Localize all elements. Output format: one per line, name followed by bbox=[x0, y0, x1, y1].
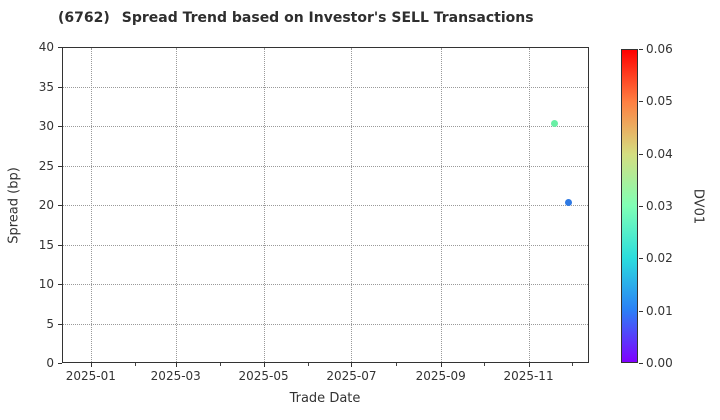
colorbar-tick-label: 0.06 bbox=[646, 42, 673, 56]
x-minor-tick-mark bbox=[220, 363, 222, 366]
colorbar-tick-label: 0.02 bbox=[646, 251, 673, 266]
x-gridline bbox=[440, 48, 442, 362]
colorbar-tick-label: 0.05 bbox=[646, 94, 673, 109]
x-tick-mark bbox=[263, 363, 265, 367]
x-tick-label: 2025-11 bbox=[503, 369, 554, 383]
y-tick-mark bbox=[58, 86, 62, 88]
x-minor-tick-mark bbox=[135, 363, 137, 366]
x-axis-label: Trade Date bbox=[289, 391, 361, 406]
y-tick-mark bbox=[58, 284, 62, 285]
y-gridline bbox=[63, 323, 588, 325]
chart-title-code: (6762) bbox=[58, 10, 110, 26]
y-tick-mark bbox=[58, 323, 62, 325]
y-tick-label: 15 bbox=[38, 237, 54, 252]
x-tick-label: 2025-01 bbox=[65, 369, 116, 383]
x-minor-tick-mark bbox=[396, 363, 398, 366]
x-gridline bbox=[263, 48, 265, 362]
colorbar-label: DV01 bbox=[690, 188, 706, 225]
y-tick-label: 25 bbox=[38, 158, 54, 173]
colorbar-tick-mark bbox=[639, 310, 643, 312]
colorbar-tick-mark bbox=[639, 153, 643, 155]
chart-title: (6762) Spread Trend based on Investor's … bbox=[58, 10, 534, 26]
x-minor-tick-mark bbox=[483, 363, 485, 366]
colorbar-tick-mark bbox=[639, 363, 643, 364]
y-tick-mark bbox=[58, 363, 62, 364]
y-tick-label: 0 bbox=[46, 356, 54, 370]
colorbar-tick-mark bbox=[639, 206, 643, 207]
y-gridline bbox=[63, 126, 588, 127]
y-tick-label: 30 bbox=[38, 119, 54, 133]
data-point bbox=[550, 120, 558, 128]
x-minor-tick-mark bbox=[308, 363, 310, 366]
x-tick-mark bbox=[175, 363, 177, 367]
y-tick-mark bbox=[58, 244, 62, 246]
x-tick-mark bbox=[351, 363, 353, 367]
x-gridline bbox=[90, 48, 92, 362]
x-gridline bbox=[528, 48, 530, 362]
y-tick-label: 35 bbox=[38, 79, 54, 94]
x-tick-label: 2025-03 bbox=[150, 369, 201, 383]
colorbar-tick-mark bbox=[639, 258, 643, 260]
y-tick-label: 10 bbox=[38, 277, 54, 291]
colorbar-tick-label: 0.00 bbox=[646, 356, 673, 370]
colorbar-tick-mark bbox=[639, 101, 643, 103]
x-tick-mark bbox=[440, 363, 442, 367]
colorbar-tick-label: 0.01 bbox=[646, 303, 673, 318]
y-gridline bbox=[63, 86, 588, 88]
colorbar-tick-mark bbox=[639, 49, 643, 50]
x-minor-tick-mark bbox=[571, 363, 573, 366]
y-tick-mark bbox=[58, 47, 62, 48]
x-tick-label: 2025-05 bbox=[238, 369, 289, 383]
x-gridline bbox=[351, 48, 353, 362]
y-tick-mark bbox=[58, 165, 62, 167]
y-gridline bbox=[63, 205, 588, 206]
x-tick-label: 2025-09 bbox=[415, 369, 466, 383]
chart-title-text: Spread Trend based on Investor's SELL Tr… bbox=[121, 10, 534, 26]
data-point bbox=[564, 198, 572, 206]
y-tick-label: 5 bbox=[46, 316, 54, 331]
x-tick-mark bbox=[528, 363, 530, 367]
x-tick-label: 2025-07 bbox=[326, 369, 377, 383]
y-gridline bbox=[63, 244, 588, 246]
x-gridline bbox=[175, 48, 177, 362]
y-gridline bbox=[63, 165, 588, 167]
colorbar bbox=[621, 49, 638, 363]
y-tick-label: 20 bbox=[38, 198, 54, 212]
y-gridline bbox=[63, 284, 588, 285]
plot-area bbox=[62, 47, 589, 363]
y-tick-mark bbox=[58, 205, 62, 206]
colorbar-tick-label: 0.03 bbox=[646, 199, 673, 213]
x-tick-mark bbox=[90, 363, 92, 367]
colorbar-tick-label: 0.04 bbox=[646, 146, 673, 161]
y-tick-label: 40 bbox=[38, 40, 54, 54]
y-tick-mark bbox=[58, 126, 62, 127]
